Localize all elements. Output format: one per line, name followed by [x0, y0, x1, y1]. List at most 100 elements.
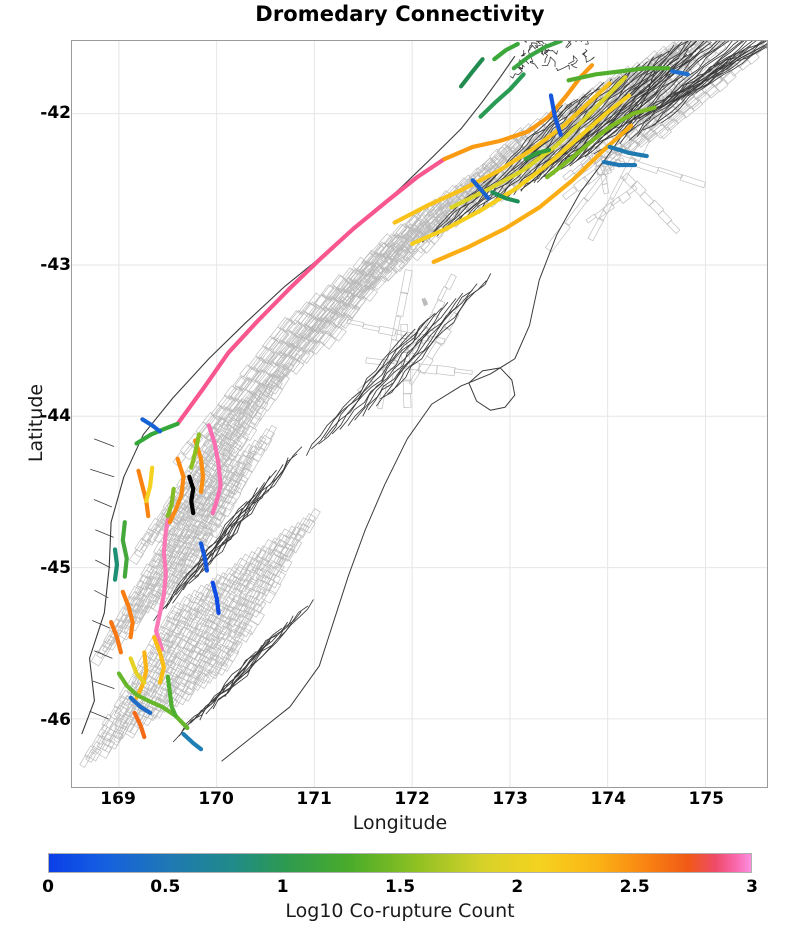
fault-polygon — [170, 636, 182, 650]
basemap-faults — [79, 41, 767, 768]
coastline-sounds — [510, 66, 523, 79]
fault-trace[interactable] — [175, 156, 447, 426]
fault-trace[interactable] — [410, 93, 632, 246]
fault-trace[interactable] — [193, 438, 206, 495]
colorbar-tick-label: 2.5 — [619, 877, 650, 897]
fault-trace[interactable] — [210, 580, 221, 616]
basemap-trace — [387, 273, 492, 395]
fault-polygon — [299, 325, 314, 340]
basemap-trace — [318, 324, 424, 445]
fault-trace[interactable] — [523, 147, 552, 162]
fault-polygon — [648, 199, 665, 216]
fault-polygon — [377, 384, 387, 410]
fault-trace[interactable] — [566, 66, 671, 83]
fault-trace[interactable] — [189, 432, 202, 470]
fault-trace[interactable] — [152, 635, 166, 685]
fault-polygon — [437, 285, 448, 302]
fault-polygon — [183, 500, 199, 518]
fault-polygon — [421, 299, 425, 306]
basemap-trace — [182, 475, 271, 591]
fault-trace[interactable] — [187, 474, 196, 516]
fault-polygon-belt — [658, 41, 767, 140]
fault-trace[interactable] — [132, 710, 147, 740]
fault-polygon — [174, 689, 190, 706]
map-plot-area[interactable] — [71, 40, 768, 788]
fault-trace[interactable] — [601, 159, 638, 168]
fault-trace[interactable] — [120, 520, 129, 579]
fault-trace[interactable] — [458, 57, 485, 89]
fault-trace[interactable] — [128, 695, 153, 715]
fault-polygon — [228, 385, 244, 402]
fault-polygon — [601, 183, 610, 195]
fault-trace[interactable] — [548, 93, 563, 137]
fault-trace[interactable] — [136, 468, 151, 519]
fault-polygon — [185, 543, 199, 559]
fault-polygon — [198, 655, 210, 669]
fault-polygon — [247, 439, 263, 456]
fault-polygon — [192, 677, 205, 692]
fault-trace[interactable] — [470, 178, 491, 201]
fault-polygon — [220, 645, 234, 660]
fault-polygon — [431, 206, 444, 218]
fault-polygon — [183, 613, 194, 627]
fault-polygon — [374, 242, 391, 259]
fault-trace[interactable] — [144, 465, 155, 504]
fault-polygon — [194, 513, 209, 530]
fault-polygon — [227, 643, 239, 657]
fault-polygon — [341, 301, 357, 318]
fault-trace[interactable] — [181, 731, 204, 752]
fault-polygon — [261, 349, 276, 365]
fault-polygon — [263, 350, 276, 364]
fault-polygon — [347, 304, 361, 319]
fault-trace[interactable] — [134, 650, 149, 700]
fault-trace[interactable] — [167, 456, 186, 525]
fault-polygon — [235, 425, 247, 440]
colorbar[interactable] — [48, 853, 752, 873]
fault-trace[interactable] — [492, 41, 520, 62]
fault-trace[interactable] — [140, 417, 163, 434]
fault-trace[interactable] — [165, 486, 176, 519]
basemap-trace — [205, 621, 289, 715]
fault-polygon — [272, 563, 285, 578]
fault-trace[interactable] — [112, 547, 120, 582]
fault-trace[interactable] — [165, 674, 178, 718]
fault-polygon — [176, 506, 191, 522]
fault-trace[interactable] — [607, 144, 649, 159]
fault-trace[interactable] — [128, 656, 147, 685]
fault-polygon — [197, 674, 211, 689]
fault-polygon — [225, 466, 238, 483]
fault-trace[interactable] — [120, 589, 135, 640]
fault-trace[interactable] — [544, 105, 657, 180]
fault-trace[interactable] — [392, 81, 612, 225]
fault-trace[interactable] — [206, 423, 223, 516]
fault-polygon — [328, 324, 343, 340]
fault-trace[interactable] — [431, 123, 634, 265]
fault-polygon — [695, 91, 707, 102]
fault-trace[interactable] — [490, 190, 520, 204]
fault-trace[interactable] — [198, 541, 209, 573]
fault-trace[interactable] — [511, 41, 563, 71]
fault-trace[interactable] — [109, 619, 123, 655]
fault-polygon — [395, 245, 410, 259]
fault-polygon-belt — [220, 508, 321, 672]
fault-trace[interactable] — [449, 75, 628, 210]
coastline-sounds — [529, 57, 539, 69]
coastline-sounds — [555, 64, 570, 72]
fault-polygon — [275, 330, 290, 345]
fault-polygon — [389, 248, 403, 262]
fault-polygon — [203, 520, 218, 536]
page-title: Dromedary Connectivity — [255, 2, 545, 26]
fault-trace[interactable] — [478, 72, 526, 119]
fault-polygon — [233, 631, 246, 646]
fault-trace[interactable] — [670, 69, 690, 77]
fault-polygon — [170, 555, 182, 570]
fault-polygon — [255, 588, 266, 602]
fault-polygon — [349, 278, 363, 292]
fault-polygon — [222, 409, 237, 424]
fault-polygon — [227, 479, 243, 496]
fault-polygon — [126, 681, 138, 696]
fault-polygon — [666, 119, 680, 131]
fault-trace[interactable] — [153, 507, 172, 652]
fault-polygon — [274, 354, 286, 368]
fault-polygon — [656, 126, 669, 139]
